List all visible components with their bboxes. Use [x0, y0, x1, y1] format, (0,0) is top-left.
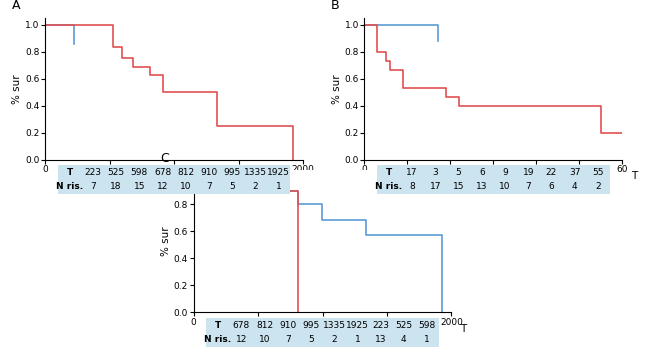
Text: 10: 10	[259, 335, 270, 344]
Text: C: C	[160, 152, 169, 165]
Text: 22: 22	[546, 168, 557, 177]
Text: 19: 19	[522, 168, 534, 177]
Text: 18: 18	[110, 182, 122, 191]
Text: 2: 2	[253, 182, 258, 191]
Text: 4: 4	[401, 335, 406, 344]
Text: N ris.: N ris.	[56, 182, 83, 191]
Y-axis label: % sur: % sur	[161, 226, 171, 256]
Text: 995: 995	[224, 168, 241, 177]
Text: T: T	[386, 168, 392, 177]
Text: 13: 13	[375, 335, 386, 344]
Text: 6: 6	[479, 168, 484, 177]
Text: 10: 10	[180, 182, 192, 191]
Text: 812: 812	[256, 321, 273, 329]
Text: B: B	[331, 0, 339, 12]
Text: A: A	[12, 0, 20, 12]
Text: 17: 17	[430, 182, 441, 191]
Text: 12: 12	[157, 182, 168, 191]
Text: T: T	[460, 323, 466, 333]
Text: N ris.: N ris.	[204, 335, 232, 344]
Text: T: T	[215, 321, 221, 329]
Text: 1: 1	[424, 335, 430, 344]
Text: 525: 525	[108, 168, 124, 177]
Text: N ris.: N ris.	[375, 182, 402, 191]
Text: 910: 910	[279, 321, 296, 329]
Text: 3: 3	[433, 168, 438, 177]
Text: 13: 13	[476, 182, 488, 191]
Text: 15: 15	[453, 182, 464, 191]
Text: 17: 17	[406, 168, 418, 177]
Text: 12: 12	[235, 335, 247, 344]
Text: 37: 37	[569, 168, 580, 177]
Text: 1925: 1925	[267, 168, 290, 177]
Text: 4: 4	[572, 182, 577, 191]
Text: 812: 812	[177, 168, 194, 177]
Text: 910: 910	[201, 168, 217, 177]
Y-axis label: % sur: % sur	[12, 74, 23, 104]
Text: 1: 1	[355, 335, 360, 344]
Text: 55: 55	[592, 168, 604, 177]
Text: 7: 7	[206, 182, 212, 191]
Text: 678: 678	[154, 168, 171, 177]
Text: 7: 7	[526, 182, 531, 191]
Text: 7: 7	[90, 182, 95, 191]
Text: 1925: 1925	[346, 321, 369, 329]
Text: 1335: 1335	[322, 321, 346, 329]
Text: 7: 7	[285, 335, 290, 344]
Text: 5: 5	[456, 168, 461, 177]
Text: 678: 678	[233, 321, 250, 329]
Text: 1335: 1335	[244, 168, 267, 177]
Text: T: T	[66, 168, 73, 177]
Text: 223: 223	[372, 321, 389, 329]
Text: 598: 598	[419, 321, 435, 329]
Text: 1: 1	[276, 182, 281, 191]
Text: 9: 9	[502, 168, 508, 177]
Text: 598: 598	[131, 168, 148, 177]
Text: 10: 10	[499, 182, 511, 191]
Text: 8: 8	[410, 182, 415, 191]
Text: 223: 223	[84, 168, 101, 177]
Text: 5: 5	[308, 335, 313, 344]
Text: 15: 15	[134, 182, 145, 191]
Text: 2: 2	[595, 182, 600, 191]
Text: 5: 5	[230, 182, 235, 191]
Text: T: T	[631, 171, 637, 181]
Text: 6: 6	[549, 182, 554, 191]
Text: 2: 2	[332, 335, 337, 344]
Text: T: T	[312, 171, 318, 181]
Text: 525: 525	[395, 321, 412, 329]
Text: 995: 995	[303, 321, 319, 329]
Y-axis label: % sur: % sur	[332, 74, 342, 104]
